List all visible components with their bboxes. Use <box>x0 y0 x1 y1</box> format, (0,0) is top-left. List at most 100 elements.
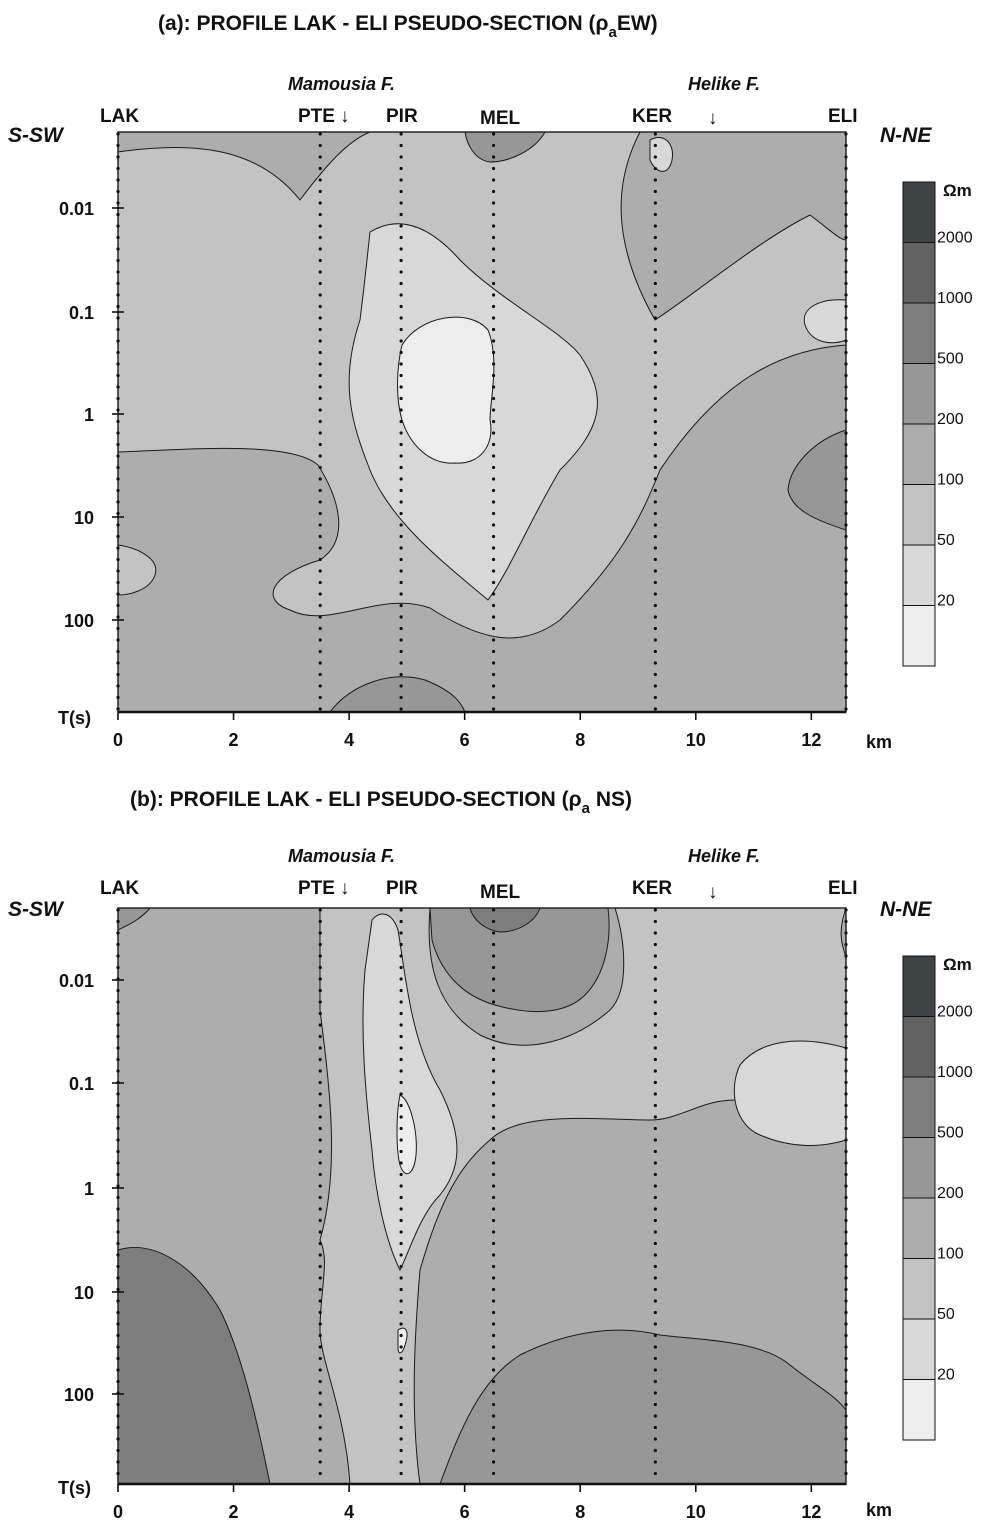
x-tick-label: 2 <box>229 730 239 750</box>
station-label-pir: PIR <box>386 106 418 127</box>
station-label-lak: LAK <box>100 878 139 899</box>
station-label-ker: KER <box>632 106 672 127</box>
direction-left: S-SW <box>8 124 65 147</box>
legend-level-label: 20 <box>937 1367 955 1384</box>
station-label-ker: KER <box>632 878 672 899</box>
legend-unit: Ωm <box>943 181 972 200</box>
station-label-eli: ELI <box>828 106 858 127</box>
legend-swatch <box>903 1198 935 1259</box>
y-tick-label: 0.01 <box>59 971 94 991</box>
legend-swatch <box>903 606 935 667</box>
chart-a-svg: (a): PROFILE LAK - ELI PSEUDO-SECTION (ρ… <box>0 0 991 770</box>
contour-field <box>118 908 846 1484</box>
legend-swatch <box>903 1077 935 1138</box>
x-tick-label: 4 <box>344 1502 354 1522</box>
x-axis-ticks: 0 2 4 6 8 10 12 <box>113 712 821 750</box>
legend-level-label: 500 <box>937 351 964 368</box>
y-axis-label: T(s) <box>58 1478 91 1498</box>
legend-swatch <box>903 1259 935 1320</box>
station-label-pte: PTE <box>298 106 335 127</box>
legend-swatch <box>903 364 935 425</box>
fault-arrow-helike: ↓ <box>708 108 718 129</box>
x-tick-label: 8 <box>575 1502 585 1522</box>
x-tick-label: 8 <box>575 730 585 750</box>
legend-level-label: 50 <box>937 532 955 549</box>
legend-swatch <box>903 182 935 243</box>
legend-level-label: 100 <box>937 472 964 489</box>
y-axis-ticks: 0.01 0.1 1 10 100 <box>59 971 124 1405</box>
x-axis-unit: km <box>866 1500 892 1520</box>
station-label-mel: MEL <box>480 108 521 129</box>
fault-arrow-mamousia: ↓ <box>340 106 350 127</box>
y-tick-label: 0.1 <box>69 303 94 323</box>
legend-level-label: 1000 <box>937 1064 973 1081</box>
station-label-pte: PTE <box>298 878 335 899</box>
legend: Ωm 2000 1000 500 200 100 50 20 <box>903 181 973 666</box>
x-tick-label: 12 <box>801 730 821 750</box>
legend-swatch <box>903 1380 935 1441</box>
legend-swatch <box>903 545 935 606</box>
chart-title: (a): PROFILE LAK - ELI PSEUDO-SECTION (ρ… <box>158 12 658 41</box>
y-tick-label: 1 <box>84 405 94 425</box>
legend-swatch <box>903 303 935 364</box>
fault-label-mamousia: Mamousia F. <box>288 74 395 94</box>
legend-level-label: 100 <box>937 1246 964 1263</box>
x-tick-label: 6 <box>460 730 470 750</box>
fault-arrow-mamousia: ↓ <box>340 878 350 899</box>
direction-left: S-SW <box>8 898 65 921</box>
x-tick-label: 10 <box>686 1502 706 1522</box>
legend-swatch <box>903 1319 935 1380</box>
y-tick-label: 0.01 <box>59 199 94 219</box>
x-tick-label: 4 <box>344 730 354 750</box>
y-axis-label: T(s) <box>58 708 91 728</box>
x-tick-label: 0 <box>113 1502 123 1522</box>
y-tick-label: 1 <box>84 1179 94 1199</box>
legend-swatch <box>903 956 935 1017</box>
legend-swatch <box>903 1138 935 1199</box>
station-label-mel: MEL <box>480 882 521 903</box>
y-tick-label: 10 <box>74 1283 94 1303</box>
legend-level-label: 50 <box>937 1306 955 1323</box>
panel-a: (a): PROFILE LAK - ELI PSEUDO-SECTION (ρ… <box>0 0 991 770</box>
panel-b: (b): PROFILE LAK - ELI PSEUDO-SECTION (ρ… <box>0 770 991 1523</box>
chart-title: (b): PROFILE LAK - ELI PSEUDO-SECTION (ρ… <box>130 788 632 817</box>
station-label-eli: ELI <box>828 878 858 899</box>
contour-region-20-50-right <box>734 1041 846 1145</box>
x-tick-label: 10 <box>686 730 706 750</box>
station-label-pir: PIR <box>386 878 418 899</box>
x-tick-label: 6 <box>460 1502 470 1522</box>
legend-level-label: 1000 <box>937 290 973 307</box>
chart-b-svg: (b): PROFILE LAK - ELI PSEUDO-SECTION (ρ… <box>0 770 991 1523</box>
x-tick-label: 12 <box>801 1502 821 1522</box>
legend-swatch <box>903 424 935 485</box>
x-tick-label: 2 <box>229 1502 239 1522</box>
fault-label-helike: Helike F. <box>688 846 760 866</box>
y-tick-label: 100 <box>64 1385 94 1405</box>
x-axis-ticks: 0 2 4 6 8 10 12 <box>113 1484 821 1522</box>
legend-swatch <box>903 1017 935 1078</box>
legend-swatch <box>903 243 935 304</box>
y-tick-label: 10 <box>74 508 94 528</box>
legend-unit: Ωm <box>943 955 972 974</box>
legend-level-label: 20 <box>937 593 955 610</box>
legend-swatch <box>903 485 935 546</box>
legend-level-label: 2000 <box>937 230 973 247</box>
y-tick-label: 100 <box>64 611 94 631</box>
legend-level-label: 200 <box>937 411 964 428</box>
y-axis-ticks: 0.01 0.1 1 10 100 <box>59 199 124 631</box>
legend-level-label: 2000 <box>937 1004 973 1021</box>
direction-right: N-NE <box>880 124 932 147</box>
y-tick-label: 0.1 <box>69 1074 94 1094</box>
legend-level-label: 200 <box>937 1185 964 1202</box>
legend: Ωm 2000 1000 500 200 100 50 20 <box>903 955 973 1440</box>
direction-right: N-NE <box>880 898 932 921</box>
fault-label-helike: Helike F. <box>688 74 760 94</box>
x-axis-unit: km <box>866 732 892 752</box>
legend-level-label: 500 <box>937 1125 964 1142</box>
fault-arrow-helike: ↓ <box>708 882 718 903</box>
station-label-lak: LAK <box>100 106 139 127</box>
contour-region-20-50-top <box>650 138 673 172</box>
contour-region-below-20 <box>398 317 494 463</box>
x-tick-label: 0 <box>113 730 123 750</box>
fault-label-mamousia: Mamousia F. <box>288 846 395 866</box>
